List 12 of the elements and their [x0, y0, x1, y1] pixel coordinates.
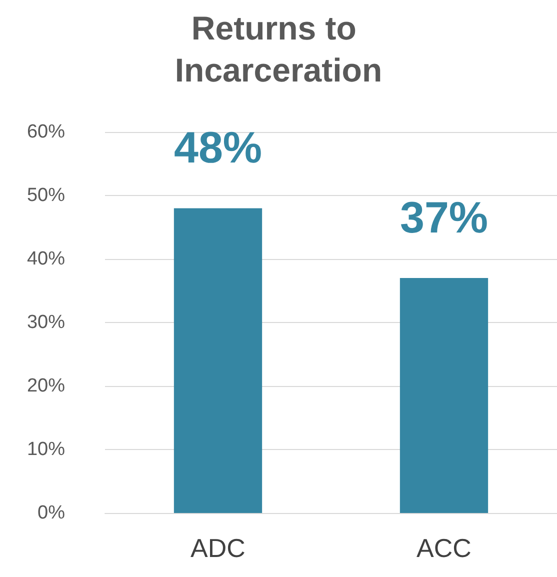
y-tick-label: 10%	[26, 439, 66, 460]
data-label: 37%	[400, 194, 488, 243]
y-tick-label: 60%	[26, 122, 66, 142]
chart-title: Returns to Incarceration	[174, 10, 382, 88]
data-label: 48%	[174, 124, 262, 173]
y-tick-label: 30%	[26, 312, 66, 333]
y-tick-label: 0%	[38, 502, 66, 524]
y-tick-label: 50%	[26, 185, 66, 206]
y-tick-label: 20%	[26, 376, 66, 396]
y-tick-label: 40%	[26, 248, 66, 270]
x-tick-label: ADC	[190, 533, 246, 563]
x-tick-label: ACC	[416, 533, 472, 563]
